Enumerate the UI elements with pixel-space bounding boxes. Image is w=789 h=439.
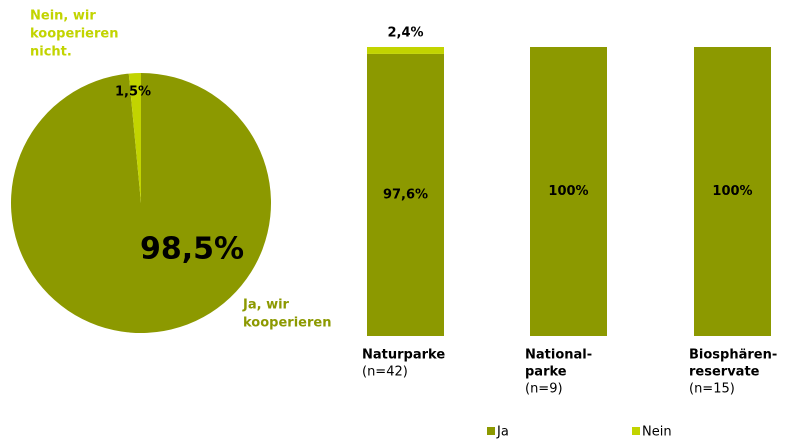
sample-size: (n=9) — [525, 382, 563, 397]
bar-segment — [530, 47, 607, 336]
category-label: nicht. — [30, 45, 72, 60]
value-label: 97,6% — [383, 187, 428, 202]
pie-slice — [11, 73, 272, 334]
category-label: kooperieren — [243, 316, 331, 331]
value-label: 98,5% — [140, 232, 244, 267]
value-label: 1,5% — [115, 85, 151, 100]
category-label: Naturparke — [362, 348, 445, 363]
pie-slice — [128, 73, 141, 203]
category-label: kooperieren — [30, 27, 118, 42]
legend-swatch — [632, 427, 640, 435]
category-label: Biosphären- — [689, 348, 777, 363]
bar-segment — [367, 47, 444, 54]
category-label: Ja, wir — [242, 298, 290, 313]
sample-size: (n=42) — [362, 365, 408, 380]
category-label: parke — [525, 365, 567, 380]
sample-size: (n=15) — [689, 382, 735, 397]
legend-label: Nein — [642, 425, 672, 439]
value-label: 2,4% — [387, 26, 423, 41]
category-label: National- — [525, 348, 592, 363]
value-label: 100% — [712, 184, 752, 199]
value-label: 100% — [548, 184, 588, 199]
bar-segment — [694, 47, 771, 336]
bar-segment — [367, 53, 444, 336]
legend-label: Ja — [496, 425, 509, 439]
category-label: reservate — [689, 365, 760, 380]
category-label: Nein, wir — [30, 9, 96, 24]
legend-swatch — [487, 427, 495, 435]
